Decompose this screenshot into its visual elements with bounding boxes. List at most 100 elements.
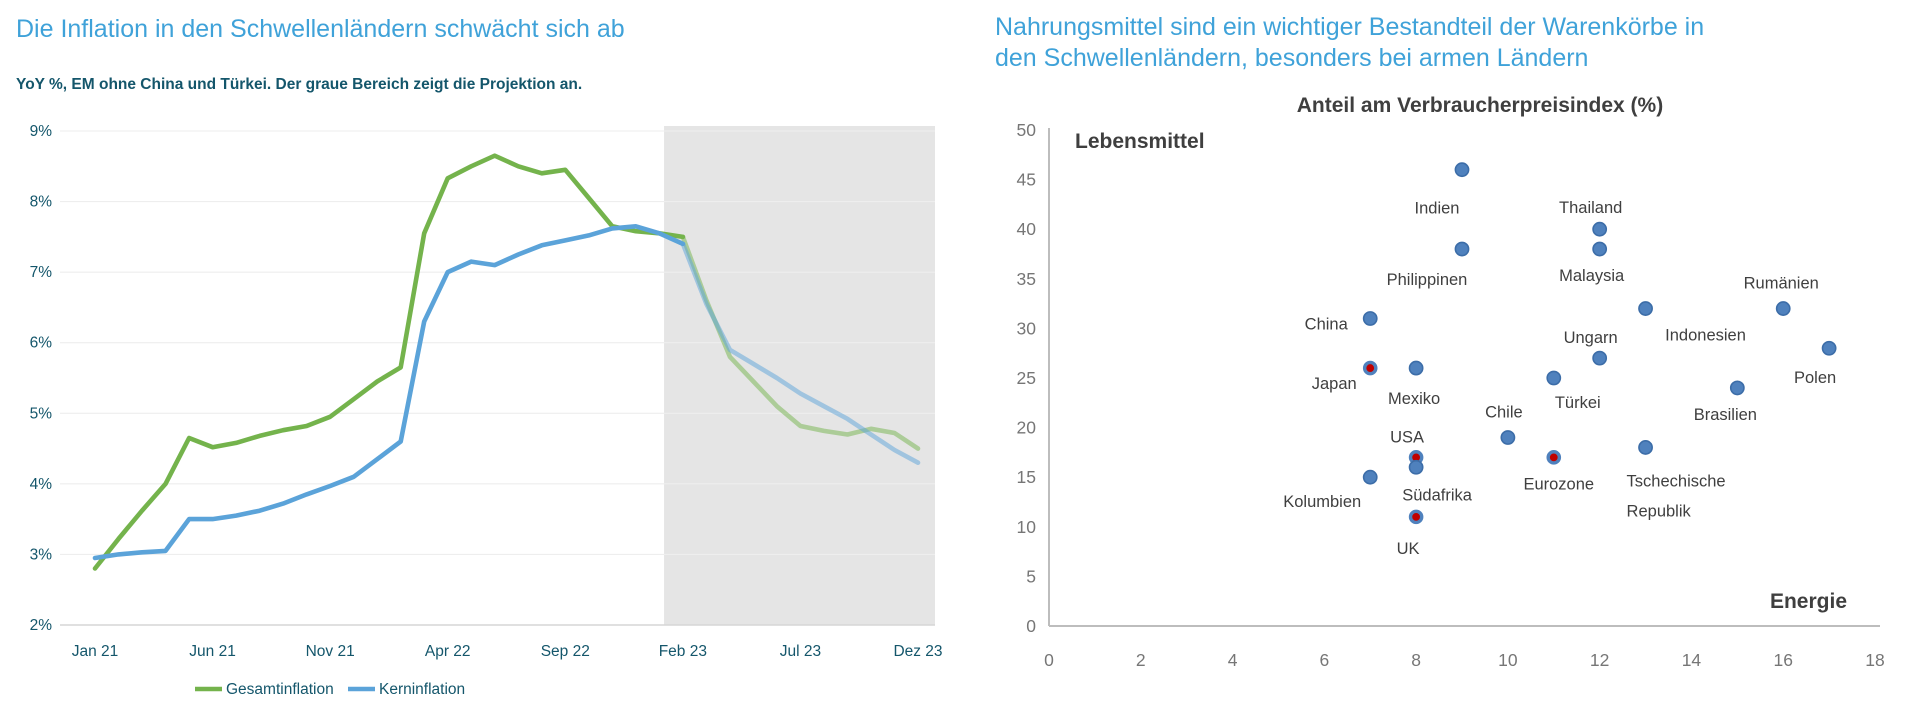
point-label: Thailand <box>1559 199 1622 217</box>
x-tick-label: 0 <box>1044 650 1054 670</box>
data-dot-blue <box>1362 469 1378 485</box>
point-label: Philippinen <box>1387 271 1468 289</box>
scatter-chart: 0 5 10 15 20 25 30 35 40 45 50 0 2 4 6 8 10 12 14 16 18 Antei… <box>1017 94 1885 670</box>
data-dot-blue <box>1362 311 1378 326</box>
scatter-point-rumänien: Rumänien <box>1744 275 1819 316</box>
x-tick-label: Feb 23 <box>659 643 707 660</box>
y-tick-label: 9% <box>30 123 53 140</box>
data-dot-blue <box>1592 221 1608 237</box>
data-dot-blue <box>1454 162 1470 178</box>
point-label: USA <box>1390 428 1424 446</box>
x-tick-label: Sep 22 <box>541 643 590 660</box>
x-tick-label: Nov 21 <box>306 643 355 660</box>
data-dot-blue <box>1500 430 1516 445</box>
scatter-point-polen: Polen <box>1794 340 1837 387</box>
data-dot-blue <box>1638 301 1653 316</box>
point-label: Eurozone <box>1523 475 1594 493</box>
y-tick-label: 4% <box>30 476 53 493</box>
data-dot-red <box>1546 450 1562 465</box>
y-tick-label: 45 <box>1017 170 1036 190</box>
x-tick-label: 12 <box>1590 650 1609 670</box>
y-tick-label: 2% <box>30 617 53 634</box>
scatter-point-ungarn: Ungarn <box>1564 329 1618 366</box>
line-chart: 2% 3% 4% 5% 6% 7% 8% 9% Jan 21 Jun 21 Nov 21 Apr 22… <box>30 123 943 698</box>
scatter-point-uk: UK <box>1397 509 1424 558</box>
point-label: Rumänien <box>1744 275 1819 293</box>
x-tick-label: Jun 21 <box>189 643 236 660</box>
scatter-point-eurozone: Eurozone <box>1523 450 1594 493</box>
scatter-point-philippinen: Philippinen <box>1387 241 1470 289</box>
x-tick-label: Jan 21 <box>72 643 119 660</box>
data-dot-blue <box>1638 440 1653 455</box>
scatter-point-chile: Chile <box>1485 404 1523 445</box>
point-label: Südafrika <box>1402 486 1473 504</box>
scatter-point-japan: Japan <box>1312 360 1378 393</box>
scatter-inner-title: Anteil am Verbraucherpreisindex (%) <box>1297 94 1663 117</box>
legend-item: Gesamtinflation <box>195 681 334 698</box>
point-label: Indien <box>1415 200 1460 218</box>
scatter-point-china: China <box>1305 311 1378 333</box>
y-tick-label: 40 <box>1017 219 1037 239</box>
scatter-point-malaysia: Malaysia <box>1559 241 1625 285</box>
y-tick-label: 15 <box>1017 467 1036 487</box>
y-tick-label: 6% <box>30 335 53 352</box>
right-chart-title-line-2: den Schwellenländern, besonders bei arme… <box>995 44 1589 72</box>
x-tick-label: 4 <box>1228 650 1238 670</box>
y-tick-label: 10 <box>1017 517 1037 537</box>
point-label: Mexiko <box>1388 390 1440 408</box>
point-label: Brasilien <box>1694 406 1757 424</box>
data-dot-blue <box>1775 301 1791 316</box>
scatter-point-brasilien: Brasilien <box>1694 380 1757 424</box>
point-label: Kolumbien <box>1283 493 1361 511</box>
left-chart-title: Die Inflation in den Schwellenländern sc… <box>16 15 625 43</box>
point-label: Ungarn <box>1564 329 1618 347</box>
data-dot-red <box>1408 509 1424 525</box>
x-tick-label: 18 <box>1865 650 1884 670</box>
y-tick-label: 5 <box>1026 566 1036 586</box>
y-axis-title: Lebensmittel <box>1075 130 1205 153</box>
data-dot-blue <box>1821 340 1837 356</box>
data-dot-blue <box>1546 370 1562 386</box>
data-dot-blue <box>1408 459 1424 475</box>
point-label: UK <box>1397 540 1420 558</box>
legend-label: Kerninflation <box>379 681 465 698</box>
point-label: Tschechische <box>1627 472 1726 490</box>
point-label: Indonesien <box>1665 327 1746 345</box>
y-tick-label: 30 <box>1017 318 1037 338</box>
point-label: Malaysia <box>1559 267 1625 285</box>
data-dot-red <box>1362 360 1378 376</box>
scatter-point-mexiko: Mexiko <box>1388 360 1440 408</box>
right-chart-title: Nahrungsmittel sind ein wichtiger Bestan… <box>995 12 1895 74</box>
y-tick-label: 20 <box>1017 418 1037 438</box>
x-tick-label: 8 <box>1411 650 1421 670</box>
y-tick-label: 7% <box>30 264 53 281</box>
scatter-point-tschechische-republik: Tschechische Republik <box>1627 440 1726 520</box>
x-tick-label: 10 <box>1498 650 1518 670</box>
y-tick-label: 5% <box>30 405 53 422</box>
data-dot-blue <box>1454 241 1470 257</box>
y-tick-label: 50 <box>1017 120 1037 140</box>
right-chart-title-line-1: Nahrungsmittel sind ein wichtiger Bestan… <box>995 13 1705 41</box>
point-label: Republik <box>1627 502 1692 520</box>
projection-area <box>664 126 935 625</box>
left-chart-subtitle: YoY %, EM ohne China und Türkei. Der gra… <box>16 76 583 93</box>
scatter-point-türkei: Türkei <box>1546 370 1601 412</box>
scatter-point-südafrika: Südafrika <box>1402 459 1473 504</box>
series-line-gesamtinflation <box>92 153 686 571</box>
y-tick-label: 0 <box>1026 616 1036 636</box>
x-tick-label: 14 <box>1682 650 1702 670</box>
scatter-point-kolumbien: Kolumbien <box>1283 469 1378 511</box>
series-line-kerninflation <box>92 224 686 561</box>
legend-label: Gesamtinflation <box>226 681 334 698</box>
scatter-point-indien: Indien <box>1415 162 1470 218</box>
y-tick-label: 25 <box>1017 368 1036 388</box>
point-label: China <box>1305 315 1349 333</box>
data-dot-blue <box>1592 241 1608 257</box>
x-tick-label: 2 <box>1136 650 1146 670</box>
scatter-point-indonesien: Indonesien <box>1638 301 1746 345</box>
data-dot-blue <box>1729 380 1745 396</box>
legend-item: Kerninflation <box>348 681 465 698</box>
point-label: Polen <box>1794 369 1836 387</box>
